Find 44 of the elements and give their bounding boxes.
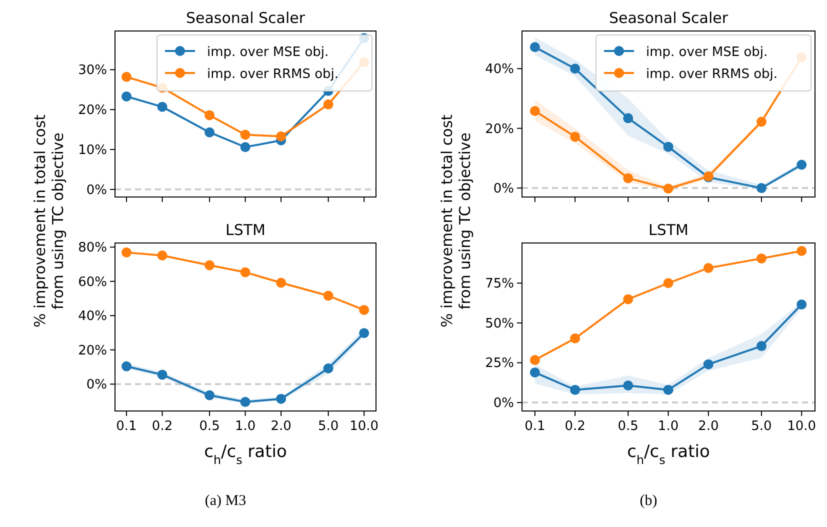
y-tick-label: 75% xyxy=(485,276,514,292)
legend-label: imp. over RRMS obj. xyxy=(646,67,778,82)
x-tick-label: 5.0 xyxy=(318,419,339,434)
legend-label: imp. over RRMS obj. xyxy=(207,67,339,82)
x-tick-label: 10.0 xyxy=(350,419,379,434)
y-tick-label: 50% xyxy=(485,316,514,332)
x-axis-title: c$_{h}$/c$_{s}$ ratio xyxy=(204,442,287,467)
x-tick-label: 1.0 xyxy=(234,419,256,434)
x-tick-label: 2.0 xyxy=(698,419,719,434)
y-axis-title: % improvement in total cost from using TC objective xyxy=(438,114,474,328)
y-tick-label: 30% xyxy=(78,63,107,78)
y-tick-label: 40% xyxy=(485,62,514,78)
y-axis-title: % improvement in total cost from using TC objective xyxy=(31,114,67,328)
y-tick-label: 60% xyxy=(78,274,107,290)
x-tick-label: 5.0 xyxy=(751,419,772,434)
text: (a) M3 xyxy=(204,493,246,509)
y-tick-label: 20% xyxy=(485,122,514,137)
x-tick-label: 0.1 xyxy=(524,419,546,434)
x-axis-title: c$_{h}$/c$_{s}$ ratio xyxy=(627,442,710,467)
legend-label: imp. over MSE obj. xyxy=(207,45,329,60)
y-tick-label: 0% xyxy=(86,182,107,198)
x-tick-label: 0.5 xyxy=(199,419,220,434)
y-tick-label: 40% xyxy=(78,309,107,324)
y-tick-label: 0% xyxy=(86,378,107,393)
y-tick-label: 0% xyxy=(493,182,514,197)
legend-label: imp. over MSE obj. xyxy=(646,45,768,60)
x-tick-label: 0.2 xyxy=(152,419,173,434)
y-tick-label: 80% xyxy=(78,240,107,256)
y-tick-label: 25% xyxy=(485,356,514,372)
chart-title: LSTM xyxy=(226,221,266,239)
x-tick-label: 0.1 xyxy=(116,419,137,434)
chart-title: Seasonal Scaler xyxy=(186,9,306,27)
y-tick-label: 0% xyxy=(493,396,514,412)
y-tick-label: 20% xyxy=(78,103,107,118)
x-tick-label: 1.0 xyxy=(658,419,679,434)
y-tick-label: 20% xyxy=(78,343,107,358)
x-tick-label: 2.0 xyxy=(270,419,292,434)
chart-title: LSTM xyxy=(648,221,688,239)
x-tick-label: 10.0 xyxy=(787,419,816,434)
x-tick-label: 0.5 xyxy=(618,419,638,434)
x-tick-label: 0.2 xyxy=(564,419,586,434)
text: (b) xyxy=(640,493,658,509)
chart-title: Seasonal Scaler xyxy=(608,9,729,27)
y-tick-label: 10% xyxy=(78,143,107,158)
